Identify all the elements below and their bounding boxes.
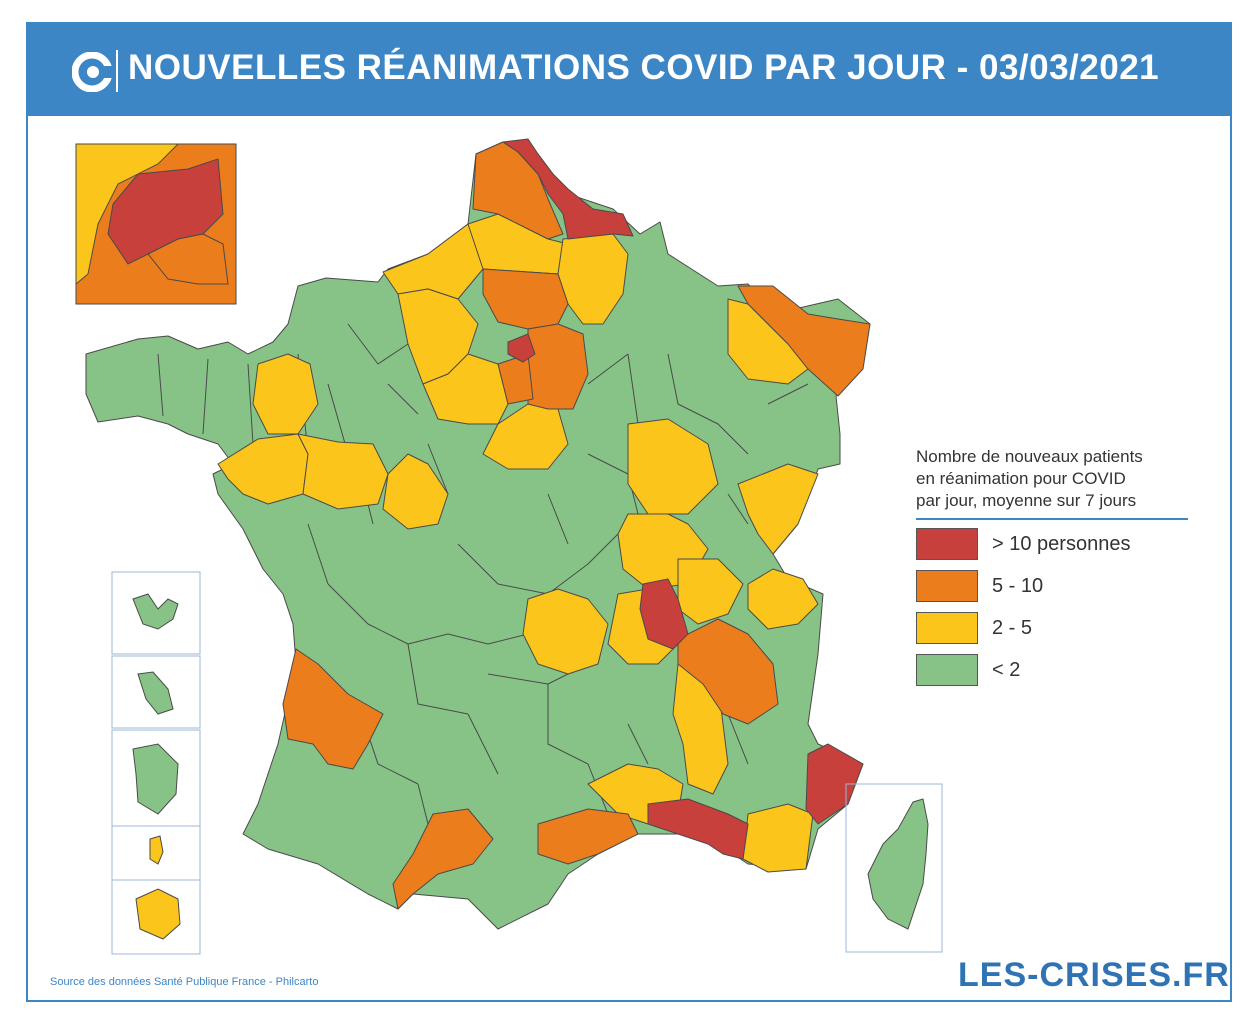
legend-swatch-green xyxy=(916,654,978,686)
guadeloupe xyxy=(132,593,179,630)
reunion xyxy=(135,888,181,940)
legend-label-yellow: 2 - 5 xyxy=(992,617,1033,639)
region-red-paris xyxy=(507,333,536,363)
overseas-insets xyxy=(111,571,943,955)
legend-label-orange: 5 - 10 xyxy=(992,575,1044,597)
region-yellow-savoie xyxy=(747,568,819,630)
legend-swatch-red xyxy=(916,528,978,560)
source-note: Source des données Santé Publique France… xyxy=(50,976,319,988)
region-yellow-maine-loire xyxy=(297,433,389,510)
region-red-rhone xyxy=(639,578,689,650)
region-yellow-mayenne xyxy=(252,353,319,435)
region-red-alpes-maritimes xyxy=(805,743,864,825)
paris-inset xyxy=(75,143,237,305)
logo-separator xyxy=(116,50,118,92)
mayotte xyxy=(149,835,164,865)
page-title: NOUVELLES RÉANIMATIONS COVID PAR JOUR - … xyxy=(128,48,1160,87)
region-orange-val-marne xyxy=(527,323,589,410)
region-orange-herault xyxy=(537,808,639,865)
region-orange-isere xyxy=(677,618,779,725)
legend-title-line-3: par jour, moyenne sur 7 jours xyxy=(916,491,1137,510)
region-red-nord xyxy=(502,138,634,240)
legend-swatch-yellow xyxy=(916,612,978,644)
corsica xyxy=(867,798,929,930)
region-yellow-puy xyxy=(522,588,609,675)
region-red-bouches-rhone xyxy=(647,798,749,860)
legend-title-line-1: Nombre de nouveaux patients xyxy=(916,447,1143,466)
region-orange-moselle xyxy=(737,285,871,397)
legend-label-red: > 10 personnes xyxy=(992,533,1131,555)
les-crises-c-icon xyxy=(72,52,112,92)
legend-title-line-2: en réanimation pour COVID xyxy=(916,469,1126,488)
region-yellow-doubs xyxy=(737,463,819,555)
region-yellow-cote-or xyxy=(627,418,719,515)
region-yellow-indre-loire xyxy=(382,453,449,530)
legend-swatch-orange xyxy=(916,570,978,602)
header-bar: NOUVELLES RÉANIMATIONS COVID PAR JOUR - … xyxy=(28,24,1230,116)
guyane xyxy=(132,743,179,815)
legend: Nombre de nouveaux patients en réanimati… xyxy=(916,446,1206,520)
legend-divider xyxy=(916,518,1188,520)
map-frame: NOUVELLES RÉANIMATIONS COVID PAR JOUR - … xyxy=(26,22,1232,1002)
brand-logo-text: LES-CRISES.FR xyxy=(958,956,1230,994)
region-yellow-var xyxy=(742,803,814,873)
martinique xyxy=(137,671,174,715)
region-orange-haute-garonne xyxy=(392,808,494,910)
france-map xyxy=(75,138,943,955)
region-orange-gironde xyxy=(282,648,384,770)
legend-label-green: < 2 xyxy=(992,659,1021,681)
